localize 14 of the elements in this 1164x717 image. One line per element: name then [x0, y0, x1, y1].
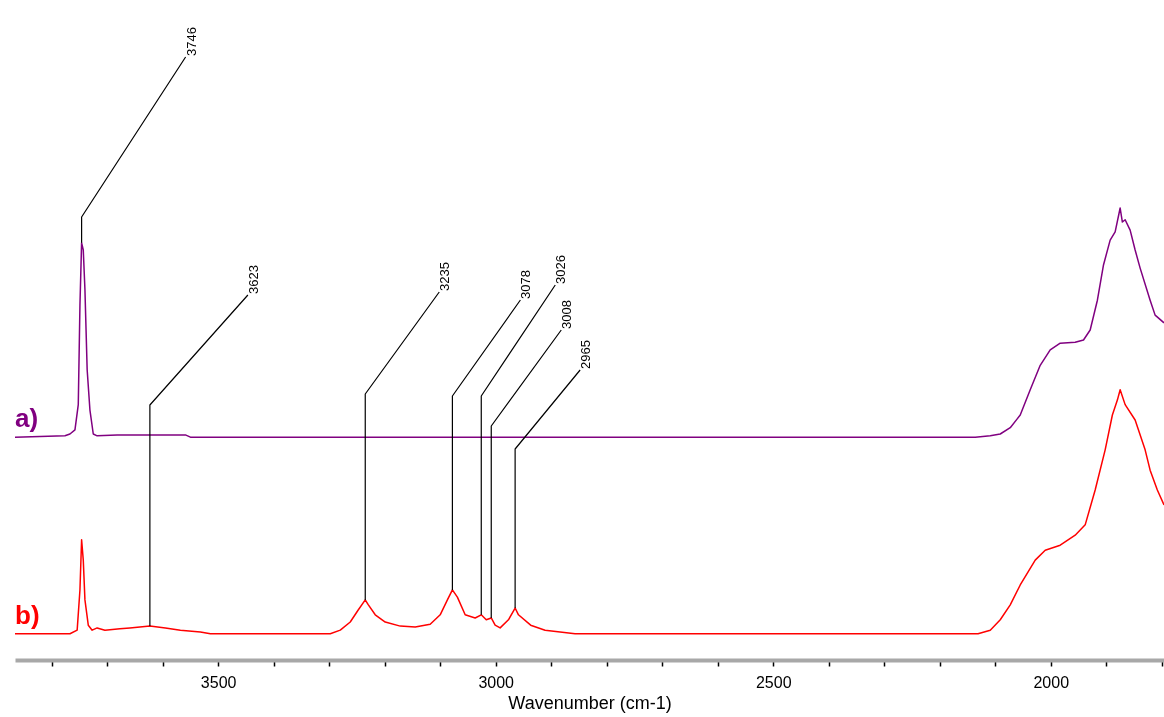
- x-tick-label: 2000: [1033, 673, 1070, 691]
- x-tick-label: 3000: [478, 673, 515, 691]
- annotation: 3078: [518, 270, 534, 299]
- series-label: b): [15, 599, 40, 630]
- x-tick-label: 2500: [755, 673, 792, 691]
- annotation: 3235: [437, 262, 453, 291]
- annotation: 3008: [559, 300, 575, 329]
- annotation: 2965: [578, 340, 594, 369]
- x-tick-label: 3500: [200, 673, 237, 691]
- x-axis-title: Wavenumber (cm-1): [508, 692, 672, 713]
- annotation: 3026: [553, 255, 569, 284]
- annotation: 3746: [183, 27, 199, 56]
- series-label: a): [15, 403, 39, 434]
- annotation: 3623: [245, 265, 261, 294]
